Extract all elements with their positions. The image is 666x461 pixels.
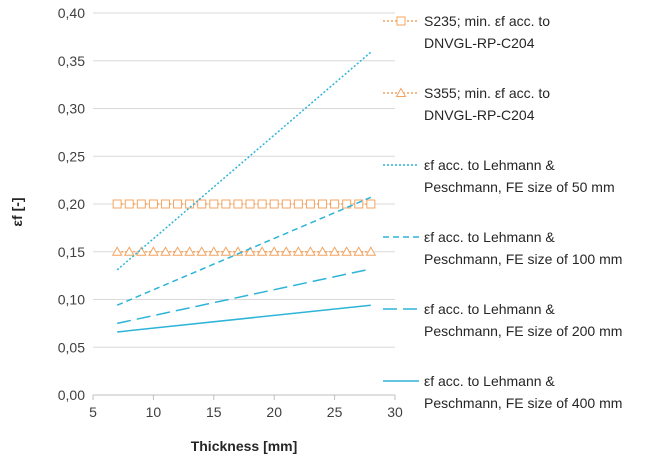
y-axis-title: εf [-] [9, 197, 25, 226]
data-point [148, 246, 159, 256]
data-point [111, 246, 123, 256]
data-point [281, 199, 291, 209]
axes [92, 394, 396, 400]
legend-label: Peschmann, FE size of 400 mm [424, 395, 622, 411]
data-point [256, 246, 268, 256]
series-5 [117, 268, 371, 325]
data-point [233, 199, 243, 209]
series-line [116, 196, 372, 306]
legend-entry: εf acc. to Lehmann & Peschmann, FE size o… [383, 373, 622, 411]
data-point [257, 199, 267, 209]
data-point [209, 199, 219, 209]
data-point [354, 199, 364, 209]
data-point [208, 246, 220, 256]
data-point [268, 246, 280, 256]
y-tick-label: 0,15 [58, 244, 85, 260]
legend-label: εf acc. to Lehmann & [424, 229, 555, 245]
data-point [317, 246, 328, 256]
data-point [365, 246, 377, 256]
data-point [318, 199, 328, 209]
gridlines [93, 12, 395, 348]
x-tick-label: 20 [266, 404, 282, 420]
data-point [342, 199, 352, 209]
x-tick-label: 15 [206, 404, 222, 420]
data-point [123, 246, 135, 256]
legend-marker [396, 16, 406, 26]
data-point [341, 246, 353, 256]
series-1 [112, 199, 376, 209]
data-point [172, 246, 183, 256]
data-point [221, 199, 231, 209]
legend-label: DNVGL-RP-C204 [424, 35, 535, 51]
y-tick-label: 0,25 [58, 148, 85, 164]
x-tick-label: 25 [327, 404, 343, 420]
series-line [116, 51, 372, 271]
series-line [117, 268, 371, 325]
data-point [293, 199, 303, 209]
y-tick-label: 0,30 [58, 101, 85, 117]
series-6 [117, 304, 371, 333]
data-point [293, 246, 304, 256]
data-point [366, 199, 376, 209]
series-line [117, 304, 371, 333]
legend: S235; min. εf acc. toDNVGL-RP-C204S355; … [383, 13, 622, 411]
data-point [196, 246, 208, 256]
series-3 [116, 51, 372, 271]
data-point [148, 199, 158, 209]
data-point [245, 199, 255, 209]
data-point [112, 199, 122, 209]
data-point [173, 199, 183, 209]
y-tick-label: 0,20 [58, 196, 85, 212]
data-point [160, 199, 170, 209]
legend-label: S355; min. εf acc. to [424, 85, 550, 101]
legend-label: εf acc. to Lehmann & [424, 157, 555, 173]
data-point [330, 199, 340, 209]
y-tick-label: 0,10 [58, 292, 85, 308]
tick-labels: 0,00 0,05 0,10 0,15 0,20 0,25 0,30 0,35 0,40 5 10 1… [58, 5, 403, 420]
data-point [136, 199, 146, 209]
data-point [353, 246, 365, 256]
legend-label: S235; min. εf acc. to [424, 13, 550, 29]
data-point [244, 246, 256, 256]
legend-entry: S355; min. εf acc. to DNVGL-RP-C204 [383, 85, 550, 123]
y-tick-label: 0,40 [58, 5, 85, 21]
y-tick-label: 0,35 [58, 53, 85, 69]
legend-label: Peschmann, FE size of 50 mm [424, 179, 615, 195]
legend-entry: εf acc. to Lehmann & Peschmann, FE size o… [383, 229, 622, 267]
legend-marker [395, 87, 407, 97]
x-tick-label: 5 [89, 404, 97, 420]
legend-label: εf acc. to Lehmann & [424, 301, 555, 317]
data-point [269, 199, 279, 209]
legend-entry: εf acc. to Lehmann & Peschmann, FE size o… [383, 301, 622, 339]
legend-label: Peschmann, FE size of 200 mm [424, 323, 622, 339]
legend-entry: S235; min. εf acc. to DNVGL-RP-C204 [383, 13, 550, 51]
series-layer [111, 51, 377, 333]
series-2 [111, 246, 377, 256]
data-point [305, 199, 315, 209]
legend-label: Peschmann, FE size of 100 mm [424, 251, 622, 267]
data-point [329, 246, 340, 256]
data-point [305, 246, 316, 256]
y-tick-label: 0,05 [58, 339, 85, 355]
legend-entry: εf acc. to Lehmann & Peschmann, FE size o… [383, 157, 615, 195]
data-point [160, 246, 171, 256]
x-tick-label: 30 [387, 404, 403, 420]
data-point [197, 199, 207, 209]
legend-label: εf acc. to Lehmann & [424, 373, 555, 389]
series-4 [116, 196, 372, 306]
data-point [124, 199, 134, 209]
data-point [220, 246, 232, 256]
data-point [184, 246, 195, 256]
x-tick-label: 10 [146, 404, 162, 420]
data-point [280, 246, 292, 256]
y-tick-label: 0,00 [58, 387, 85, 403]
x-axis-title: Thickness [mm] [191, 438, 298, 454]
legend-label: DNVGL-RP-C204 [424, 107, 535, 123]
